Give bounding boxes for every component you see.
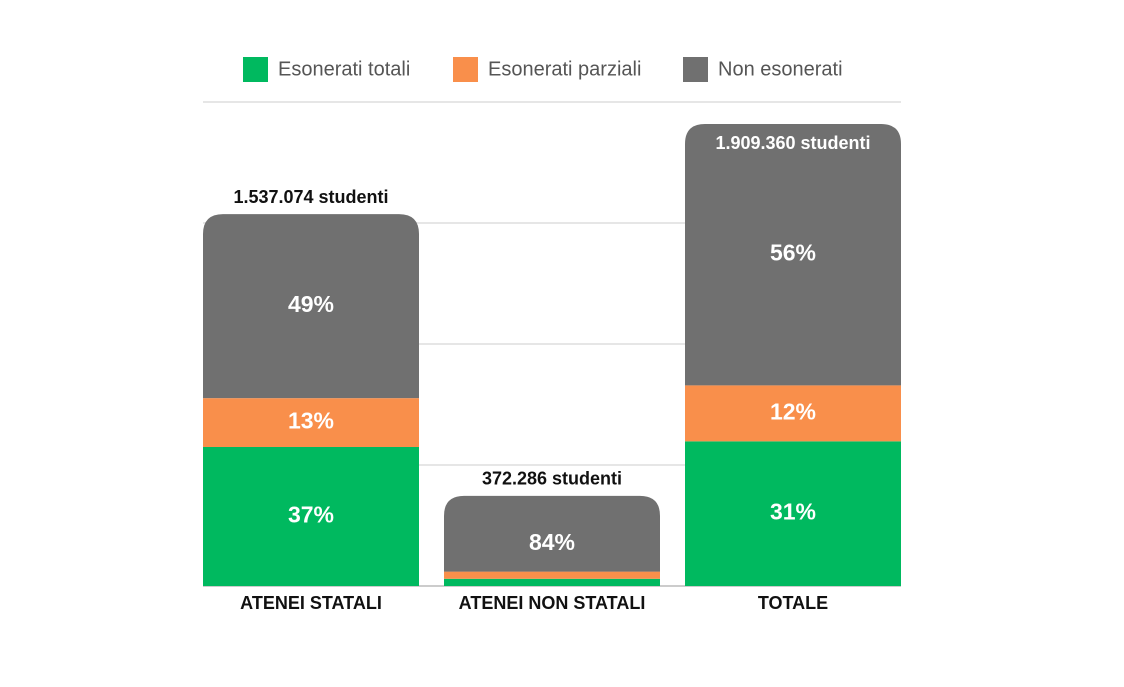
bar-segment bbox=[203, 398, 419, 447]
legend-label: Non esonerati bbox=[718, 58, 843, 80]
data-label: 31% bbox=[770, 499, 816, 525]
data-label: 56% bbox=[770, 240, 816, 266]
bar-segment bbox=[444, 571, 660, 579]
data-label: 12% bbox=[770, 398, 816, 424]
x-tick-label: TOTALE bbox=[758, 593, 828, 613]
total-label: 1.537.074 studenti bbox=[233, 187, 388, 207]
bar-segment bbox=[203, 214, 419, 399]
bar-segment bbox=[203, 446, 419, 586]
data-label: 37% bbox=[288, 502, 334, 528]
total-label: 1.909.360 studenti bbox=[715, 133, 870, 153]
legend-label: Esonerati totali bbox=[278, 58, 410, 80]
bar-segment bbox=[685, 441, 901, 586]
legend-swatch bbox=[683, 57, 708, 82]
bar-segment bbox=[685, 124, 901, 386]
data-label: 84% bbox=[529, 529, 575, 555]
legend-swatch bbox=[453, 57, 478, 82]
data-label: 13% bbox=[288, 408, 334, 434]
bar-segment bbox=[444, 578, 660, 586]
x-tick-label: ATENEI NON STATALI bbox=[459, 593, 646, 613]
total-label: 372.286 studenti bbox=[482, 469, 622, 489]
legend-swatch bbox=[243, 57, 268, 82]
data-label: 49% bbox=[288, 291, 334, 317]
legend-label: Esonerati parziali bbox=[488, 58, 641, 80]
bar-segment bbox=[444, 495, 660, 572]
bar-segment bbox=[685, 385, 901, 442]
x-tick-label: ATENEI STATALI bbox=[240, 593, 382, 613]
